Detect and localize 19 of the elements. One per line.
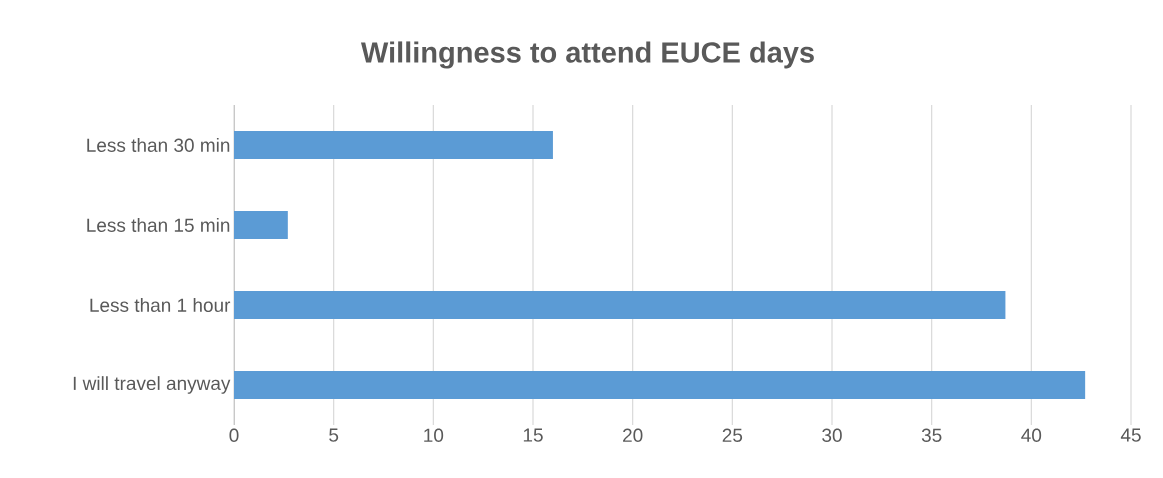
x-tick-label: 20: [623, 428, 643, 442]
x-tick-label: 25: [722, 428, 743, 442]
x-tick-label: 0: [229, 428, 239, 442]
x-tick-label: 30: [822, 428, 842, 442]
y-tick-label: Less than 15 min: [87, 218, 230, 232]
bar: [234, 370, 1086, 399]
x-tick-label: 40: [1021, 428, 1042, 442]
bar: [234, 210, 288, 239]
x-tick-label: 45: [1120, 428, 1141, 442]
x-tick-label: 5: [329, 428, 339, 442]
x-tick-label: 10: [424, 428, 444, 442]
bar: [234, 131, 553, 159]
y-tick-label: Less than 30 min: [87, 138, 230, 152]
y-tick-label: I will travel anyway: [73, 376, 231, 394]
y-tick-label: Less than 1 hour: [90, 298, 231, 312]
chart-title: Willingness to attend EUCE days: [360, 41, 814, 69]
x-tick-label: 15: [523, 428, 543, 442]
bar: [234, 290, 1006, 319]
x-tick-label: 35: [921, 428, 942, 442]
